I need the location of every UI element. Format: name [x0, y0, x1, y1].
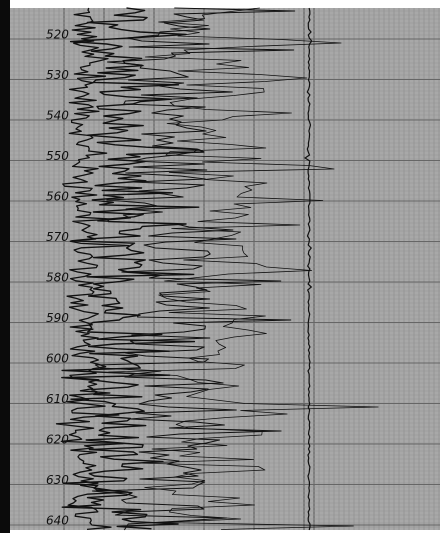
resistivity-curve: [61, 7, 205, 530]
resistivity-curve: [108, 7, 379, 530]
depth-label: 580: [46, 271, 69, 285]
depth-label: 600: [46, 352, 69, 366]
log-curves: [55, 7, 379, 531]
scan-edge: [0, 0, 10, 533]
depth-label: 540: [46, 109, 69, 123]
depth-label: 530: [46, 68, 69, 82]
sp-curve: [55, 7, 130, 531]
depth-label: 620: [46, 433, 69, 447]
depth-label: 550: [46, 149, 69, 163]
depth-label: 570: [46, 230, 69, 244]
depth-label: 640: [46, 514, 69, 528]
depth-label: 520: [46, 28, 69, 42]
depth-labels: 520 530 540 550 560 570 580 590 600 610 620 630 640: [46, 28, 69, 528]
depth-label: 610: [46, 392, 69, 406]
depth-label: 630: [46, 473, 69, 487]
depth-label: 560: [46, 190, 69, 204]
right-track-curve: [304, 7, 313, 531]
depth-label: 590: [46, 311, 69, 325]
resistivity-curve: [91, 7, 296, 531]
